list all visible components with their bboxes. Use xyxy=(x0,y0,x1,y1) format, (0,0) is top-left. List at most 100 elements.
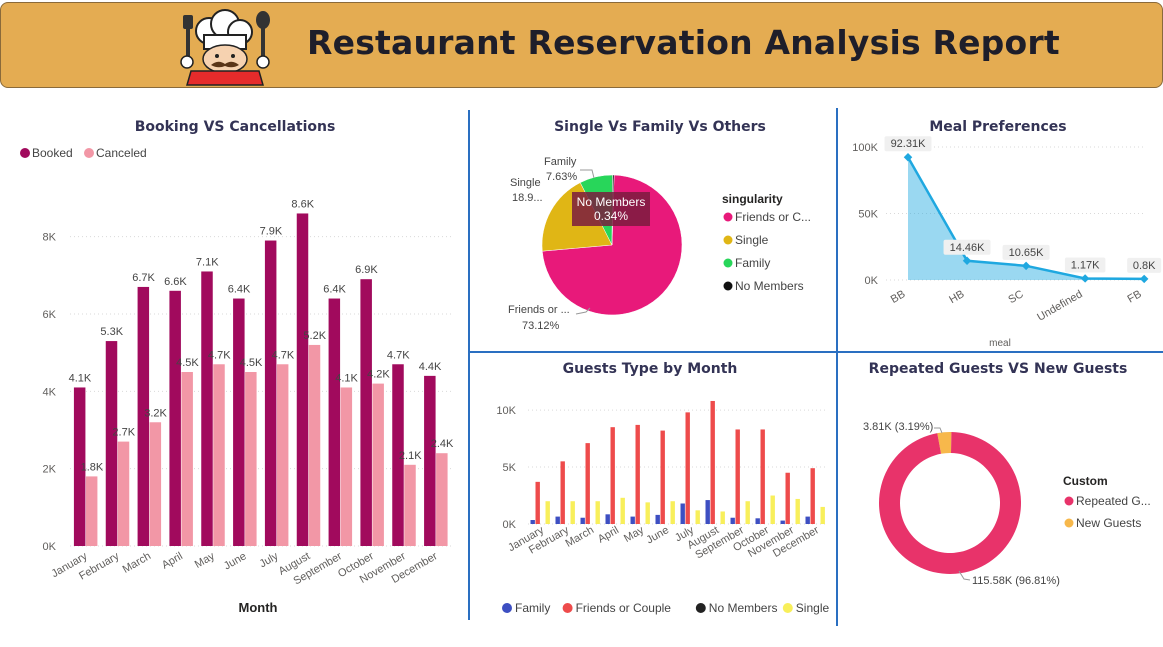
bar-booked-april xyxy=(169,290,181,546)
guests-type-by-month-chart[interactable]: Guests Type by Month 0K 5K 10K January Februa… xyxy=(470,353,836,628)
x-tick-may: May xyxy=(193,550,217,571)
bar-family-december xyxy=(805,516,810,524)
leader-line xyxy=(575,307,591,315)
bar-friends-or-couple-february xyxy=(560,461,565,524)
data-label: 4.1K xyxy=(335,372,358,384)
point-sc xyxy=(1021,261,1031,271)
legend-marker-0 xyxy=(1064,496,1074,506)
y-tick-label: 8K xyxy=(43,232,57,244)
point-undefined xyxy=(1080,274,1090,283)
bar-single-august xyxy=(720,511,725,524)
legend-marker-0 xyxy=(502,603,512,613)
legend-label-1: Friends or Couple xyxy=(576,601,672,615)
bar-single-june xyxy=(670,501,675,524)
bar-booked-august xyxy=(296,213,309,546)
x-axis-title: Month xyxy=(239,600,278,615)
bar-friends-or-couple-december xyxy=(810,468,815,524)
legend-label-1: New Guests xyxy=(1076,516,1141,530)
bar-booked-july xyxy=(264,240,277,547)
tooltip-box xyxy=(572,192,650,226)
data-label: 4.5K xyxy=(176,357,199,369)
bar-family-january xyxy=(530,520,535,524)
bar-family-november xyxy=(780,520,785,524)
y-tick-label: 0K xyxy=(865,275,879,287)
x-axis-title: meal xyxy=(989,338,1011,349)
bar-family-september xyxy=(730,517,735,524)
data-label: 1.8K xyxy=(81,461,104,473)
data-label: 0.8K xyxy=(1133,260,1156,272)
x-tick-hb: HB xyxy=(947,288,966,306)
data-label: 1.17K xyxy=(1071,259,1100,271)
x-tick-april: April xyxy=(596,524,621,545)
leader-line xyxy=(580,169,595,179)
x-tick-undefined: Undefined xyxy=(1035,288,1084,323)
bar-single-december xyxy=(820,506,825,524)
tooltip-value: 0.34% xyxy=(594,209,628,223)
legend-label-2: No Members xyxy=(709,601,778,615)
bar-single-february xyxy=(570,501,575,524)
bar-family-april xyxy=(605,514,610,524)
guests-chart-svg: Guests Type by Month0K5K10KJanuaryFebrua… xyxy=(496,361,829,615)
bar-single-october xyxy=(770,495,775,524)
bar-friends-or-couple-march xyxy=(585,443,590,524)
data-label: 4.7K xyxy=(208,349,231,361)
legend-label-canceled: Canceled xyxy=(96,146,147,160)
legend-label-0: Friends or C... xyxy=(735,210,811,224)
singularity-pie-chart[interactable]: Single Vs Family Vs Others Family 7.63% Sin… xyxy=(470,108,836,351)
x-tick-march: March xyxy=(121,550,153,576)
y-tick-label: 10K xyxy=(496,405,516,417)
data-label-bg xyxy=(884,136,932,152)
legend-label-0: Family xyxy=(515,601,550,615)
repeated-vs-new-guests-chart[interactable]: Repeated Guests VS New Guests 3.81K (3.19… xyxy=(838,353,1163,628)
chef-logo-icon xyxy=(180,9,270,86)
bar-single-november xyxy=(795,498,800,524)
chart-title: Booking VS Cancellations xyxy=(135,119,336,135)
bar-single-may xyxy=(645,502,650,524)
data-label: 6.6K xyxy=(164,276,187,288)
bar-family-march xyxy=(580,517,585,524)
divider-vertical-right xyxy=(836,108,838,626)
bar-booked-march xyxy=(137,286,150,546)
bar-friends-or-couple-january xyxy=(535,481,540,524)
bar-booked-september xyxy=(328,298,341,546)
legend-title: singularity xyxy=(722,192,783,206)
bar-single-march xyxy=(595,501,600,524)
legend-label-booked: Booked xyxy=(32,146,73,160)
bar-canceled-january xyxy=(85,476,98,546)
chart-title: Meal Preferences xyxy=(929,119,1066,135)
bar-single-january xyxy=(545,501,550,524)
legend-marker-1 xyxy=(1064,518,1074,528)
bar-booked-november xyxy=(392,364,404,546)
bar-family-february xyxy=(555,516,560,524)
repeated-chart-svg: Repeated Guests VS New Guests 3.81K (3.19… xyxy=(863,361,1151,587)
data-label: 6.4K xyxy=(323,284,346,296)
data-label: 7.1K xyxy=(196,256,219,268)
x-tick-bb: BB xyxy=(889,288,908,306)
bar-family-june xyxy=(655,514,660,524)
data-label: 2.1K xyxy=(399,450,422,462)
slice-label-single-name: Single xyxy=(510,177,541,189)
slice-label-friends-name: Friends or ... xyxy=(508,304,570,316)
leader-line xyxy=(934,427,943,434)
legend-marker-1 xyxy=(723,235,733,245)
bar-canceled-july xyxy=(276,364,289,546)
data-label: 4.5K xyxy=(240,357,263,369)
chart-title: Repeated Guests VS New Guests xyxy=(869,361,1128,377)
y-tick-label: 50K xyxy=(858,209,878,221)
booking-chart-svg: Booking VS Cancellations Booked Canceled 0K… xyxy=(20,119,454,615)
legend-label-3: No Members xyxy=(735,279,804,293)
bar-canceled-march xyxy=(149,422,162,546)
slice-label-family-name: Family xyxy=(544,156,577,168)
data-label-bg xyxy=(943,239,991,255)
y-tick-label: 100K xyxy=(852,142,878,154)
bar-booked-june xyxy=(233,298,245,546)
data-label-bg xyxy=(1002,244,1050,260)
bar-friends-or-couple-september xyxy=(735,429,740,524)
legend-marker-2 xyxy=(723,258,733,268)
booking-vs-cancellations-chart[interactable]: Booking VS Cancellations Booked Canceled 0K… xyxy=(0,108,468,628)
y-tick-label: 0K xyxy=(43,541,57,553)
bar-single-september xyxy=(745,501,750,524)
x-tick-june: June xyxy=(644,524,671,546)
bar-booked-october xyxy=(360,279,372,546)
meal-preferences-chart[interactable]: Meal Preferences 0K 50K 100K 92.31K BB 14.46K H… xyxy=(838,108,1163,351)
